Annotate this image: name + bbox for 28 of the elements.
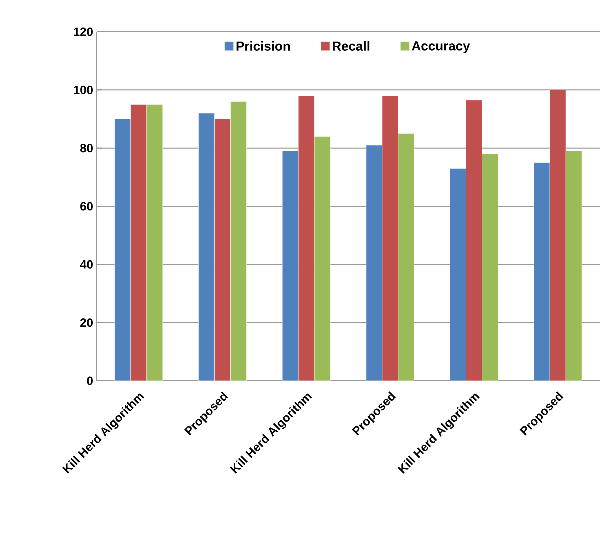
y-tick-label: 100 <box>74 86 93 94</box>
bar <box>366 145 383 381</box>
bar <box>534 162 550 381</box>
y-tick-label: 120 <box>74 28 93 36</box>
bar <box>398 134 415 381</box>
y-tick-label: 60 <box>80 202 93 211</box>
bar <box>550 90 566 381</box>
y-tick-label: 20 <box>80 318 93 328</box>
bar <box>214 119 231 381</box>
bar <box>566 151 582 381</box>
bar <box>130 104 148 381</box>
y-tick-label: 0 <box>87 376 93 386</box>
legend-label: Recall <box>333 41 370 51</box>
bar <box>314 136 331 381</box>
y-tick-label: 40 <box>80 260 93 269</box>
bar <box>114 119 132 381</box>
bar <box>146 104 164 381</box>
legend-label: Pricision <box>236 41 290 51</box>
bar <box>298 96 315 381</box>
bar <box>282 151 299 381</box>
bar <box>230 102 247 381</box>
y-tick-label: 80 <box>80 144 93 153</box>
bar <box>450 168 466 381</box>
bar <box>466 100 482 381</box>
bar <box>382 96 399 381</box>
bar <box>198 113 215 381</box>
bar <box>482 154 498 381</box>
legend-label: Accuracy <box>412 42 470 54</box>
